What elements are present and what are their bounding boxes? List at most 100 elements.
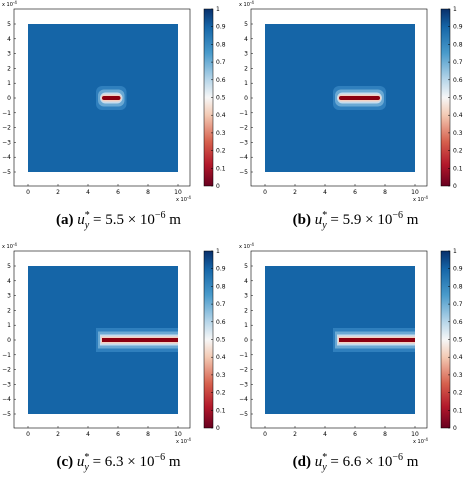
colorbar-tick-label: 0.7 (453, 301, 463, 308)
panel-b: 0 2 4 6 8 10 5 4 3 2 1 0 −1 −2 −3 −4 −5 x 10-4 x 10-4 1 0.9 0… (237, 0, 474, 242)
panel-caption: (a) u*y = 5.5 × 10−6 m (0, 210, 237, 231)
y-tick-label: 4 (244, 36, 248, 43)
colorbar-tick-label: 0.3 (216, 372, 226, 379)
panel-d: 0 2 4 6 8 10 5 4 3 2 1 0 −1 −2 −3 −4 −5 x 10-4 x 10-4 1 0.9 0… (237, 242, 474, 484)
y-tick-label: 3 (7, 51, 11, 58)
colorbar-tick-label: 0.6 (216, 77, 226, 84)
colorbar-tick-label: 1 (216, 6, 220, 13)
y-axis-multiplier: x 10-4 (2, 0, 17, 8)
colorbar-tick-label: 0.5 (453, 95, 463, 102)
y-tick-label: −1 (239, 352, 248, 359)
y-tick-label: 2 (244, 307, 248, 314)
y-tick-label: −1 (239, 110, 248, 117)
colorbar-tick-label: 0 (216, 425, 220, 432)
y-tick-label: −4 (239, 154, 248, 161)
caption-variable: u (314, 454, 323, 470)
x-tick-label: 8 (383, 189, 387, 196)
colorbar-tick-label: 0.3 (216, 130, 226, 137)
caption-sup: * (84, 452, 90, 463)
x-tick-label: 4 (323, 431, 327, 438)
colorbar-tick-label: 0.1 (216, 165, 226, 172)
colorbar-tick-label: 0.8 (453, 41, 463, 48)
colorbar-tick-label: 0.6 (453, 319, 463, 326)
crack-contour-5 (339, 338, 415, 342)
colorbar-tick-label: 0.5 (216, 337, 226, 344)
x-tick-label: 6 (353, 189, 357, 196)
colorbar-tick-label: 0.1 (453, 165, 463, 172)
x-tick-label: 6 (116, 189, 120, 196)
caption-unit: m (165, 212, 181, 228)
caption-sub: y (322, 462, 327, 473)
colorbar-tick-label: 0.4 (453, 354, 463, 361)
y-tick-label: 1 (244, 80, 248, 87)
y-tick-label: −3 (2, 381, 11, 388)
x-tick-label: 0 (263, 189, 267, 196)
x-tick-label: 2 (293, 189, 297, 196)
y-tick-label: 4 (7, 36, 11, 43)
colorbar-tick-label: 0.2 (216, 390, 226, 397)
y-tick-label: −5 (239, 169, 248, 176)
caption-sub: y (84, 462, 89, 473)
panel-caption: (d) u*y = 6.6 × 10−6 m (237, 452, 474, 473)
y-tick-label: 5 (244, 21, 248, 28)
caption-sup: * (322, 210, 328, 221)
y-tick-label: 5 (7, 21, 11, 28)
caption-sup: * (322, 452, 328, 463)
x-tick-label: 4 (86, 431, 90, 438)
caption-sub: y (84, 220, 90, 231)
colorbar-tick-label: 0.2 (453, 148, 463, 155)
x-tick-label: 0 (26, 189, 30, 196)
y-tick-label: 2 (7, 65, 11, 72)
x-axis-multiplier: x 10-4 (176, 437, 191, 445)
colorbar-tick-label: 0.8 (216, 41, 226, 48)
colorbar-tick-label: 0.8 (216, 283, 226, 290)
colorbar-tick-label: 0.7 (453, 59, 463, 66)
crack-contour-5 (102, 338, 178, 342)
colorbar-tick-label: 0.8 (453, 283, 463, 290)
x-tick-label: 6 (353, 431, 357, 438)
y-axis-multiplier: x 10-4 (2, 242, 17, 250)
colorbar-tick-label: 0.3 (453, 372, 463, 379)
colorbar-tick-label: 0.1 (216, 407, 226, 414)
colorbar-tick-label: 0.9 (216, 266, 226, 273)
colorbar-tick-label: 0.9 (216, 24, 226, 31)
colorbar-tick-label: 0.5 (453, 337, 463, 344)
y-tick-label: −5 (2, 411, 11, 418)
colorbar-tick-label: 1 (453, 248, 457, 255)
colorbar-tick-label: 0.9 (453, 24, 463, 31)
x-tick-label: 0 (263, 431, 267, 438)
y-tick-label: −3 (239, 381, 248, 388)
caption-unit: m (402, 212, 419, 228)
x-tick-label: 10 (174, 431, 182, 438)
x-tick-label: 6 (116, 431, 120, 438)
y-tick-label: −2 (2, 125, 11, 132)
colorbar-tick-label: 0.6 (453, 77, 463, 84)
x-axis-multiplier: x 10-4 (176, 195, 191, 203)
x-tick-label: 10 (411, 431, 419, 438)
x-tick-label: 2 (56, 189, 60, 196)
y-tick-label: 5 (7, 263, 11, 270)
caption-label: (d) (292, 454, 311, 470)
caption-label: (c) (56, 454, 74, 470)
colorbar-tick-label: 0.7 (216, 301, 226, 308)
y-axis-multiplier: x 10-4 (239, 242, 254, 250)
x-tick-label: 10 (174, 189, 182, 196)
x-axis-multiplier: x 10-4 (413, 437, 428, 445)
crack-contour-5 (339, 96, 380, 100)
colorbar-tick-label: 0.1 (453, 407, 463, 414)
colorbar-tick-label: 0.9 (453, 266, 463, 273)
y-tick-label: 0 (244, 95, 248, 102)
y-tick-label: 1 (7, 322, 11, 329)
y-tick-label: 0 (7, 337, 11, 344)
y-tick-label: −4 (2, 154, 11, 161)
y-tick-label: 2 (7, 307, 11, 314)
colorbar-tick-label: 0 (453, 425, 457, 432)
caption-exponent: −6 (154, 210, 166, 221)
caption-unit: m (165, 454, 181, 470)
y-tick-label: −2 (239, 367, 248, 374)
x-tick-label: 0 (26, 431, 30, 438)
y-tick-label: −3 (239, 139, 248, 146)
